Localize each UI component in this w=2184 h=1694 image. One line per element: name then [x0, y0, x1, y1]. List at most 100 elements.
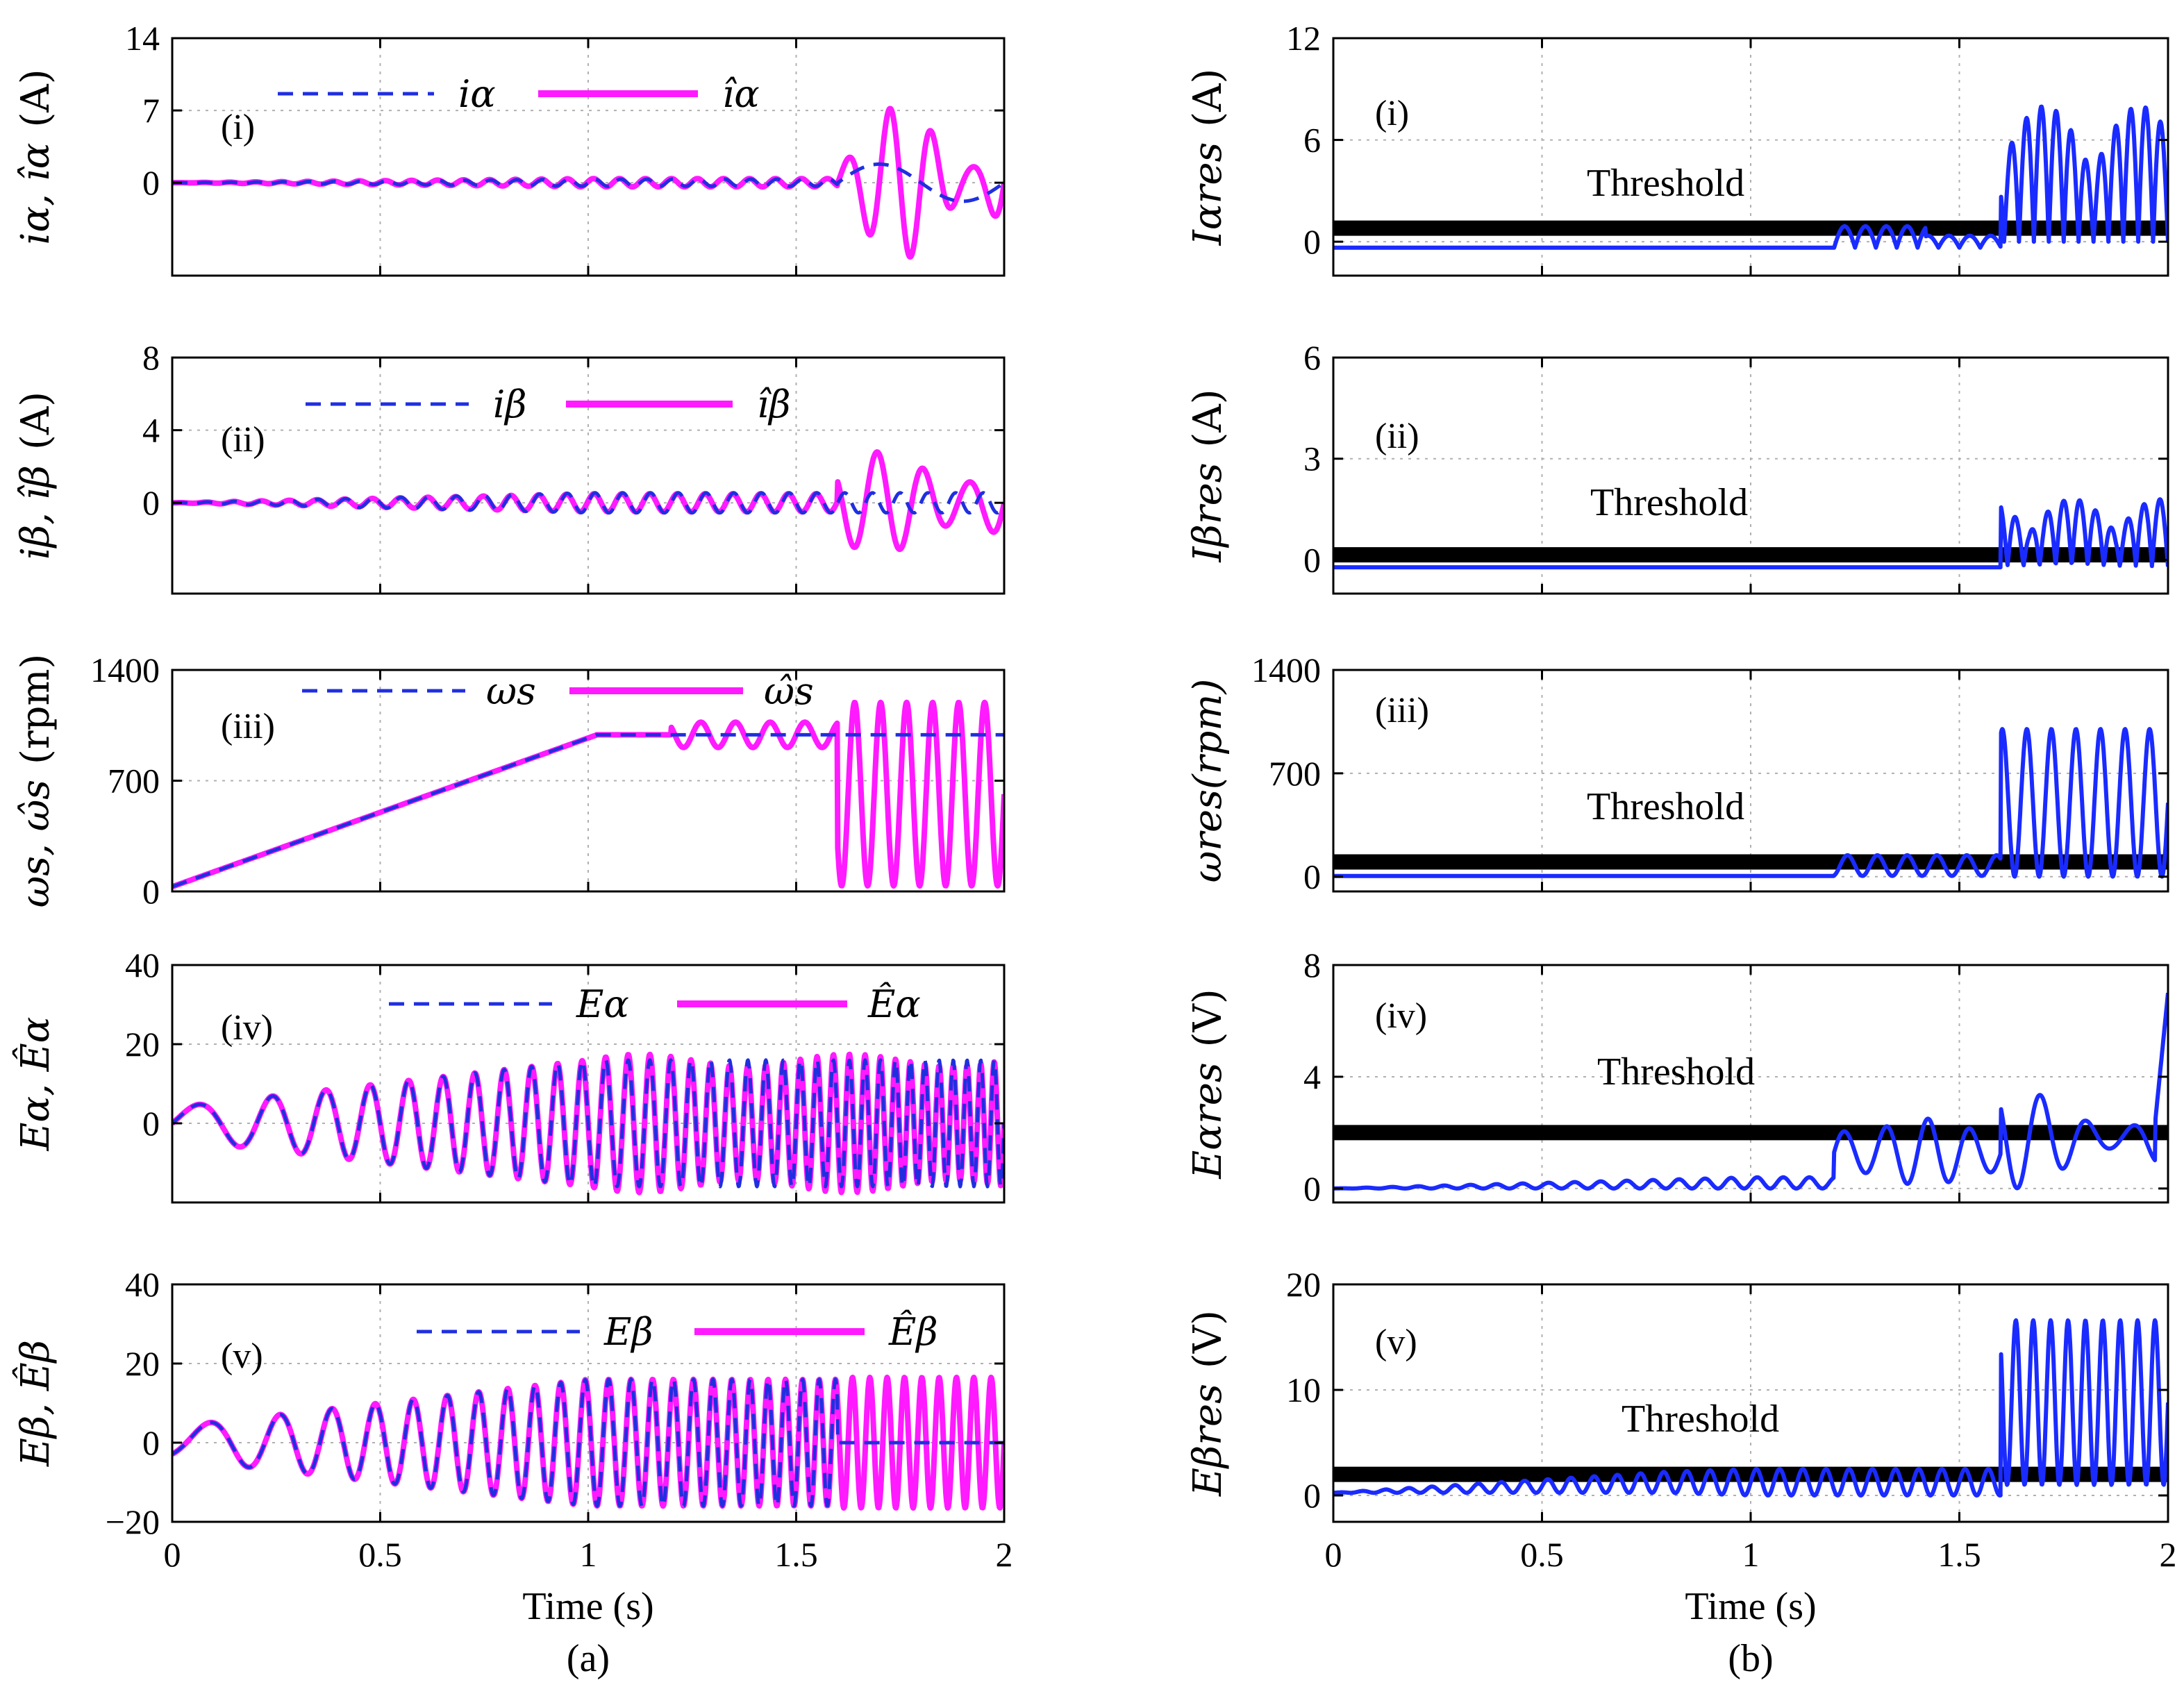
- panel-label: (v): [1375, 1323, 1417, 1362]
- panel-label: (iii): [221, 707, 275, 746]
- chart-b2: 6 3 0 Iβres (A) (ii) Threshold: [1185, 338, 2169, 595]
- y-axis-label-unit: (A): [13, 69, 58, 127]
- y-tick-label: 4: [1303, 1057, 1321, 1096]
- y-tick-label: 0: [142, 483, 160, 522]
- y-tick-label: 0: [1303, 857, 1321, 896]
- y-axis-label-main: Eα, Êα: [12, 1017, 58, 1152]
- series-ω̂s: [172, 699, 1004, 889]
- y-tick-label: 1400: [1251, 651, 1321, 689]
- chart-b4: 8 4 0 Eαres (V) (iv) Threshold: [1185, 946, 2169, 1208]
- panel-label: (iv): [221, 1008, 273, 1048]
- y-tick-label: 4: [142, 411, 160, 450]
- y-tick-label: 6: [1303, 121, 1321, 160]
- y-axis-label-unit: (rpm): [13, 654, 58, 764]
- y-axis-label: iβ, îβ (A): [13, 392, 58, 560]
- subfigure-label: (b): [1728, 1637, 1773, 1680]
- legend-label-actual: Eα: [576, 982, 629, 1026]
- y-axis-label: Eβ, Êβ: [12, 1340, 58, 1467]
- y-tick-label: 0: [1303, 222, 1321, 261]
- series-Eβ: [172, 1377, 1004, 1508]
- legend-label-estimate: îα: [722, 72, 760, 116]
- panel-label: (ii): [221, 420, 265, 460]
- legend-label-estimate: Êα: [867, 982, 921, 1026]
- y-tick-label: 700: [108, 762, 160, 800]
- chart-a2: 8 4 0 iβ, îβ (A) (ii) iβ îβ: [13, 338, 1006, 595]
- y-tick-label: 1400: [90, 651, 160, 689]
- x-tick-label: 0: [1325, 1535, 1342, 1574]
- subfigure-label: (a): [567, 1637, 610, 1680]
- y-axis-label-main: Eβ, Êβ: [12, 1340, 58, 1467]
- y-axis-label-main: Iβres: [1185, 462, 1231, 562]
- y-tick-label: 40: [125, 946, 160, 984]
- x-axis-label: Time (s): [522, 1585, 653, 1628]
- chart-a3: 1400 700 0 ωs, ω̂s (rpm) (iii) ωs ω̂s: [13, 651, 1006, 911]
- y-axis-label-main: iβ, îβ: [13, 465, 58, 560]
- y-tick-label: 40: [125, 1265, 160, 1304]
- legend-label-estimate: ω̂s: [764, 669, 814, 713]
- y-tick-label: 3: [1303, 439, 1321, 478]
- y-axis-label: Iβres (A): [1185, 389, 1231, 562]
- x-tick-label: 0.5: [1520, 1535, 1564, 1574]
- y-tick-label: 0: [1303, 540, 1321, 579]
- y-tick-label: 7: [142, 91, 160, 130]
- y-tick-label: 700: [1269, 754, 1321, 793]
- y-axis-label-unit: (A): [1185, 69, 1231, 127]
- y-axis-label: Eα, Êα: [12, 1017, 58, 1152]
- legend-label-actual: iα: [458, 72, 496, 116]
- y-axis-label-unit: (A): [13, 392, 58, 450]
- chart-a4: 40 20 0 Eα, Êα (iv) Eα Êα: [12, 946, 1006, 1204]
- threshold-label: Threshold: [1587, 785, 1744, 828]
- threshold-label: Threshold: [1587, 162, 1744, 205]
- y-tick-label: 0: [142, 163, 160, 202]
- x-tick-label: 1.5: [774, 1535, 818, 1574]
- y-axis-label-main: Iαres: [1185, 142, 1231, 246]
- y-axis-label-main: ωres(rpm): [1185, 679, 1231, 883]
- series-iβ: [172, 491, 1004, 515]
- threshold-label: Threshold: [1597, 1050, 1755, 1093]
- threshold-label: Threshold: [1622, 1398, 1779, 1441]
- legend-label-actual: ωs: [486, 669, 536, 713]
- y-tick-label: 8: [1303, 946, 1321, 984]
- y-tick-label: −20: [106, 1502, 160, 1541]
- y-tick-label: 12: [1286, 19, 1321, 58]
- chart-b5: 20 10 00 0.5 1 1.5 2 Time (s) (b) Eβres (V) (v) Thre…: [1185, 1265, 2177, 1680]
- legend-label-estimate: Êβ: [888, 1309, 938, 1354]
- chart-b3: 1400 700 0 ωres(rpm) (iii) Threshold: [1185, 651, 2169, 896]
- x-tick-label: 0.5: [358, 1535, 402, 1574]
- legend-label-actual: Eβ: [603, 1310, 653, 1354]
- y-axis-label-unit: (V): [1185, 1310, 1231, 1368]
- y-axis-label-main: ωs, ω̂s: [13, 780, 58, 907]
- y-tick-label: 20: [125, 1025, 160, 1064]
- y-axis-label-unit: (A): [1185, 389, 1231, 447]
- panel-label: (ii): [1375, 417, 1419, 456]
- series-Eαres: [1333, 992, 2168, 1191]
- legend-label-actual: iβ: [493, 383, 527, 426]
- y-tick-label: 14: [125, 19, 160, 58]
- y-tick-label: 0: [142, 1104, 160, 1143]
- y-axis-label-main: Eβres: [1185, 1384, 1231, 1497]
- x-tick-label: 1: [1742, 1535, 1760, 1574]
- y-axis-label: Eβres (V): [1185, 1310, 1231, 1497]
- series-iα: [172, 162, 1004, 203]
- chart-a1: 14 7 0 iα, îα (A) (i) iα îα: [13, 19, 1006, 277]
- series-Eβres: [1333, 1318, 2168, 1498]
- y-axis-label: ωs, ω̂s (rpm): [13, 654, 58, 908]
- y-tick-label: 20: [1286, 1265, 1321, 1304]
- legend-label-estimate: îβ: [757, 383, 791, 426]
- y-axis-label: Eαres (V): [1185, 989, 1231, 1179]
- series-Iαres: [1333, 104, 2168, 250]
- y-tick-label: 10: [1286, 1370, 1321, 1409]
- y-tick-label: 6: [1303, 338, 1321, 377]
- chart-b1: 12 6 0 Iαres (A) (i) Threshold: [1185, 19, 2169, 277]
- y-axis-label: Iαres (A): [1185, 69, 1231, 246]
- x-tick-label: 2: [2160, 1535, 2177, 1574]
- y-axis-label-main: iα, îα: [13, 143, 58, 245]
- y-tick-label: 0: [1303, 1476, 1321, 1515]
- panel-label: (iii): [1375, 691, 1429, 730]
- y-tick-label: 20: [125, 1344, 160, 1383]
- x-tick-label: 1: [580, 1535, 597, 1574]
- panel-label: (v): [221, 1336, 263, 1376]
- y-axis-label: iα, îα (A): [13, 69, 58, 244]
